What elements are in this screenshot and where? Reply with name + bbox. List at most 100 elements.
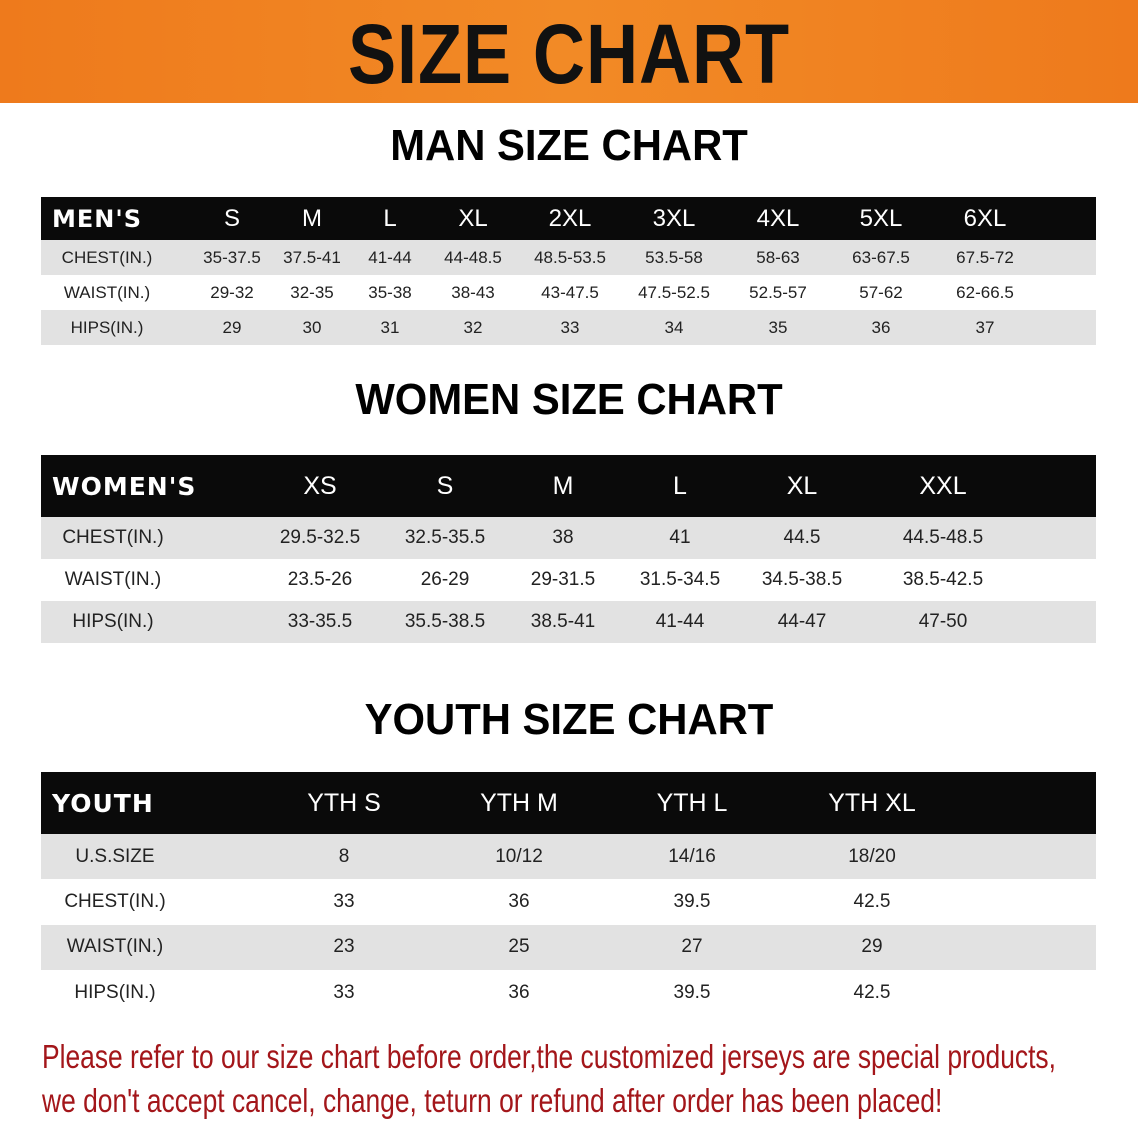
row-label: CHEST(IN.) bbox=[62, 527, 164, 548]
measurement-cell: 29.5-32.5 bbox=[279, 527, 361, 548]
measurement-cell: 36 bbox=[871, 317, 891, 337]
measurement-cell: 29 bbox=[861, 936, 883, 958]
measurement-cell: 29 bbox=[222, 317, 242, 337]
measurement-cell: 34.5-38.5 bbox=[761, 569, 843, 590]
measurement-cell: 57-62 bbox=[859, 282, 903, 302]
measurement-cell: 18/20 bbox=[848, 845, 896, 867]
measurement-cell: 37.5-41 bbox=[283, 247, 341, 267]
measurement-cell: 47-50 bbox=[918, 611, 968, 632]
measurement-cell: 38-43 bbox=[451, 282, 495, 302]
women-section-title: WOMEN SIZE CHART bbox=[355, 375, 783, 424]
measurement-cell: 29-32 bbox=[210, 282, 254, 302]
measurement-cell: 8 bbox=[338, 845, 350, 867]
size-header-cell: YTH L bbox=[656, 788, 728, 817]
table-row: HIPS(IN.) 33 36 39.5 42.5 bbox=[41, 969, 1096, 1016]
measurement-cell: 53.5-58 bbox=[645, 247, 703, 267]
measurement-cell: 39.5 bbox=[673, 981, 711, 1003]
measurement-cell: 35 bbox=[768, 317, 788, 337]
row-label: HIPS(IN.) bbox=[74, 981, 156, 1003]
measurement-cell: 25 bbox=[508, 936, 530, 958]
row-label: U.S.SIZE bbox=[75, 845, 155, 867]
measurement-cell: 38.5-41 bbox=[530, 611, 596, 632]
measurement-cell: 42.5 bbox=[853, 890, 891, 912]
table-row: HIPS(IN.) 29 30 31 32 33 34 35 36 37 bbox=[41, 310, 1096, 345]
measurement-cell: 31 bbox=[380, 317, 400, 337]
measurement-cell: 35.5-38.5 bbox=[404, 611, 486, 632]
size-header-cell: YTH XL bbox=[828, 788, 916, 817]
measurement-cell: 41 bbox=[669, 527, 691, 548]
table-row: WAIST(IN.) 23.5-26 26-29 29-31.5 31.5-34.5 34… bbox=[41, 559, 1096, 601]
measurement-cell: 41-44 bbox=[655, 611, 705, 632]
size-header-cell: XL bbox=[786, 471, 818, 500]
measurement-cell: 14/16 bbox=[668, 845, 716, 867]
size-header-cell: 6XL bbox=[963, 204, 1007, 232]
measurement-cell: 10/12 bbox=[495, 845, 543, 867]
measurement-cell: 38.5-42.5 bbox=[902, 569, 984, 590]
table-row: WAIST(IN.) 29-32 32-35 35-38 38-43 43-47.5 47.… bbox=[41, 275, 1096, 310]
measurement-cell: 35-38 bbox=[368, 282, 412, 302]
table-title-cell: YOUTH bbox=[52, 788, 154, 818]
size-header-cell: YTH M bbox=[480, 788, 558, 817]
measurement-cell: 48.5-53.5 bbox=[534, 247, 606, 267]
size-header-cell: 3XL bbox=[652, 204, 696, 232]
measurement-cell: 38 bbox=[552, 527, 574, 548]
header-row: WOMEN'S XS S M L XL XXL bbox=[41, 455, 1096, 517]
size-header-cell: L bbox=[383, 204, 397, 232]
size-header-cell: S bbox=[436, 471, 454, 500]
measurement-cell: 41-44 bbox=[368, 247, 412, 267]
banner-title: SIZE CHART bbox=[347, 7, 791, 101]
measurement-cell: 39.5 bbox=[673, 890, 711, 912]
measurement-cell: 63-67.5 bbox=[852, 247, 910, 267]
measurement-cell: 67.5-72 bbox=[956, 247, 1014, 267]
table-row: WAIST(IN.) 23 25 27 29 bbox=[41, 924, 1096, 970]
row-label: HIPS(IN.) bbox=[72, 611, 154, 632]
measurement-cell: 23.5-26 bbox=[287, 569, 353, 590]
size-header-cell: YTH S bbox=[307, 788, 381, 817]
size-header-cell: XL bbox=[458, 204, 488, 232]
measurement-cell: 52.5-57 bbox=[749, 282, 807, 302]
measurement-cell: 29-31.5 bbox=[530, 569, 596, 590]
measurement-cell: 35-37.5 bbox=[203, 247, 261, 267]
youth-section-title: YOUTH SIZE CHART bbox=[364, 695, 774, 744]
size-header-cell: L bbox=[673, 471, 687, 500]
measurement-cell: 36 bbox=[508, 981, 530, 1003]
row-label: WAIST(IN.) bbox=[66, 936, 164, 958]
measurement-cell: 32.5-35.5 bbox=[404, 527, 486, 548]
size-header-cell: 5XL bbox=[859, 204, 903, 232]
measurement-cell: 37 bbox=[975, 317, 995, 337]
measurement-cell: 27 bbox=[681, 936, 703, 958]
row-label: HIPS(IN.) bbox=[70, 317, 144, 337]
size-header-cell: 4XL bbox=[756, 204, 800, 232]
measurement-cell: 44.5-48.5 bbox=[902, 527, 984, 548]
measurement-cell: 62-66.5 bbox=[956, 282, 1014, 302]
size-header-cell: S bbox=[223, 204, 241, 232]
measurement-cell: 36 bbox=[508, 890, 530, 912]
men-section-title: MAN SIZE CHART bbox=[390, 121, 748, 170]
table-row: U.S.SIZE 8 10/12 14/16 18/20 bbox=[41, 834, 1096, 880]
measurement-cell: 33 bbox=[560, 317, 580, 337]
table-row: HIPS(IN.) 33-35.5 35.5-38.5 38.5-41 41-44 44-… bbox=[41, 601, 1096, 643]
measurement-cell: 33 bbox=[333, 981, 355, 1003]
row-label: CHEST(IN.) bbox=[64, 890, 166, 912]
measurement-cell: 34 bbox=[664, 317, 684, 337]
notice-line-2: we don't accept cancel, change, teturn o… bbox=[42, 1082, 943, 1119]
measurement-cell: 23 bbox=[333, 936, 355, 958]
measurement-cell: 30 bbox=[302, 317, 322, 337]
size-header-cell: 2XL bbox=[548, 204, 592, 232]
measurement-cell: 44-48.5 bbox=[444, 247, 502, 267]
table-row: CHEST(IN.) 35-37.5 37.5-41 41-44 44-48.5 48.5… bbox=[41, 240, 1096, 275]
size-header-cell: M bbox=[302, 204, 322, 232]
table-row: CHEST(IN.) 29.5-32.5 32.5-35.5 38 41 44.5 44.5… bbox=[41, 517, 1096, 559]
measurement-cell: 32-35 bbox=[290, 282, 334, 302]
measurement-cell: 26-29 bbox=[420, 569, 470, 590]
size-header-cell: XXL bbox=[919, 471, 967, 500]
measurement-cell: 32 bbox=[463, 317, 483, 337]
measurement-cell: 42.5 bbox=[853, 981, 891, 1003]
measurement-cell: 33-35.5 bbox=[287, 611, 353, 632]
measurement-cell: 43-47.5 bbox=[541, 282, 599, 302]
table-title-cell: MEN'S bbox=[52, 204, 142, 233]
table-row: CHEST(IN.) 33 36 39.5 42.5 bbox=[41, 879, 1096, 925]
row-label: WAIST(IN.) bbox=[64, 569, 162, 590]
measurement-cell: 58-63 bbox=[756, 247, 800, 267]
header-row: MEN'S S M L XL 2XL 3XL 4XL 5XL 6XL bbox=[41, 197, 1096, 240]
